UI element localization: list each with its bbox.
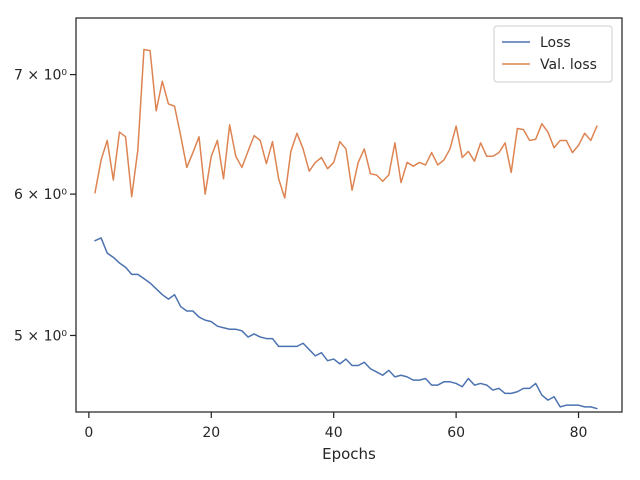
x-tick-label: 0 <box>84 425 93 441</box>
x-tick-label: 60 <box>447 425 465 441</box>
x-tick-label: 20 <box>202 425 220 441</box>
x-tick-label: 80 <box>570 425 588 441</box>
x-axis-label: Epochs <box>322 445 376 463</box>
x-tick-label: 40 <box>325 425 343 441</box>
axes-frame <box>75 17 623 413</box>
legend-label: Val. loss <box>540 57 597 73</box>
legend: Loss Val. loss <box>493 25 613 83</box>
series-line-loss <box>94 237 598 410</box>
series-lines <box>94 48 598 410</box>
legend-label: Loss <box>540 35 571 51</box>
axes-background <box>76 18 622 412</box>
y-tick-label: 7 × 10⁰ <box>14 68 67 84</box>
legend-box <box>493 25 613 83</box>
plot-area <box>75 17 623 413</box>
y-tick-label: 5 × 10⁰ <box>14 328 67 344</box>
y-axis: 5 × 10⁰ 6 × 10⁰ 7 × 10⁰ <box>14 68 76 344</box>
y-tick-label: 6 × 10⁰ <box>14 187 67 203</box>
series-line-val-loss <box>94 48 598 199</box>
x-axis: 0 20 40 60 80 <box>84 412 587 441</box>
